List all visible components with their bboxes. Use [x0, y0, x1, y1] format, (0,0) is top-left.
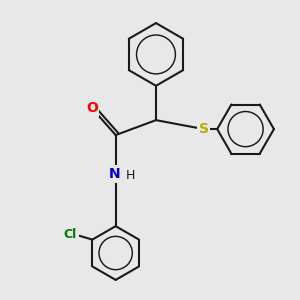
Text: H: H [126, 169, 135, 182]
Text: N: N [108, 167, 120, 181]
Text: Cl: Cl [64, 228, 77, 241]
Text: O: O [86, 101, 98, 115]
Text: S: S [199, 122, 209, 136]
